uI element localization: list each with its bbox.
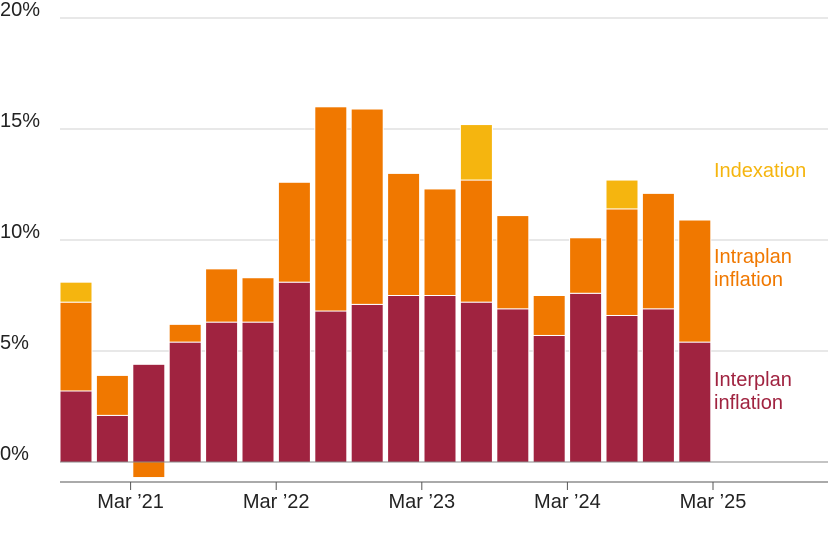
legend-label-intraplan-inflation: Intraplan inflation [714, 246, 792, 291]
legend-label-indexation: Indexation [714, 160, 806, 182]
y-tick-label: 0% [0, 443, 29, 465]
bar-indexation [605, 179, 639, 210]
legend: Interplan inflation Intraplan inflation Inde… [714, 160, 806, 414]
bar-interplan-inflation [641, 308, 675, 463]
bar-intraplan-inflation [678, 219, 712, 343]
bar-interplan-inflation [168, 341, 202, 463]
bar-indexation [459, 124, 493, 181]
bar-interplan-inflation [387, 295, 421, 463]
bar-intraplan-inflation [459, 179, 493, 303]
bar-intraplan-inflation [423, 188, 457, 296]
bar-interplan-inflation [350, 303, 384, 463]
bar-interplan-inflation [277, 281, 311, 463]
bar-intraplan-inflation [350, 108, 384, 305]
bar-intraplan-inflation [641, 192, 675, 310]
bar-intraplan-inflation [241, 277, 275, 323]
bar-interplan-inflation [314, 310, 348, 463]
legend-label-interplan-inflation: Interplan inflation [714, 369, 792, 414]
x-tick-label: Mar ’22 [243, 491, 310, 513]
y-tick-label: 20% [0, 0, 40, 21]
bar-interplan-inflation [496, 308, 530, 463]
bar-interplan-inflation [95, 414, 129, 463]
bar-indexation [59, 281, 93, 303]
bar-interplan-inflation [59, 390, 93, 463]
bar-interplan-inflation [205, 321, 239, 463]
bar-intraplan-inflation [205, 268, 239, 323]
bar-interplan-inflation [532, 334, 566, 463]
bar-intraplan-inflation [387, 172, 421, 296]
x-axis [60, 461, 828, 490]
bar-intraplan-inflation [277, 181, 311, 283]
y-tick-label: 5% [0, 332, 29, 354]
bar-interplan-inflation [605, 314, 639, 463]
bar-interplan-inflation [423, 295, 457, 463]
bar-intraplan-inflation [569, 237, 603, 294]
x-tick-label: Mar ’24 [534, 491, 601, 513]
x-tick-label: Mar ’21 [97, 491, 164, 513]
y-tick-label: 10% [0, 221, 40, 243]
bar-intraplan-inflation [59, 301, 93, 392]
bar-interplan-inflation [678, 341, 712, 463]
bar-intraplan-inflation [168, 323, 202, 343]
x-tick-label: Mar ’25 [680, 491, 747, 513]
bar-interplan-inflation [132, 363, 166, 463]
y-tick-label: 15% [0, 110, 40, 132]
bar-interplan-inflation [459, 301, 493, 463]
bar-intraplan-inflation [605, 208, 639, 316]
bar-intraplan-inflation [95, 374, 129, 416]
bars [59, 106, 712, 479]
x-tick-labels: Mar ’21 Mar ’22 Mar ’23 Mar ’24 Mar ’25 [97, 491, 746, 513]
y-tick-labels: 0% 5% 10% 15% 20% [0, 0, 40, 465]
bar-intraplan-inflation [132, 461, 166, 479]
bar-interplan-inflation [241, 321, 275, 463]
bar-intraplan-inflation [314, 106, 348, 312]
bar-intraplan-inflation [532, 295, 566, 336]
bar-interplan-inflation [569, 292, 603, 463]
bar-intraplan-inflation [496, 215, 530, 310]
x-tick-label: Mar ’23 [388, 491, 455, 513]
